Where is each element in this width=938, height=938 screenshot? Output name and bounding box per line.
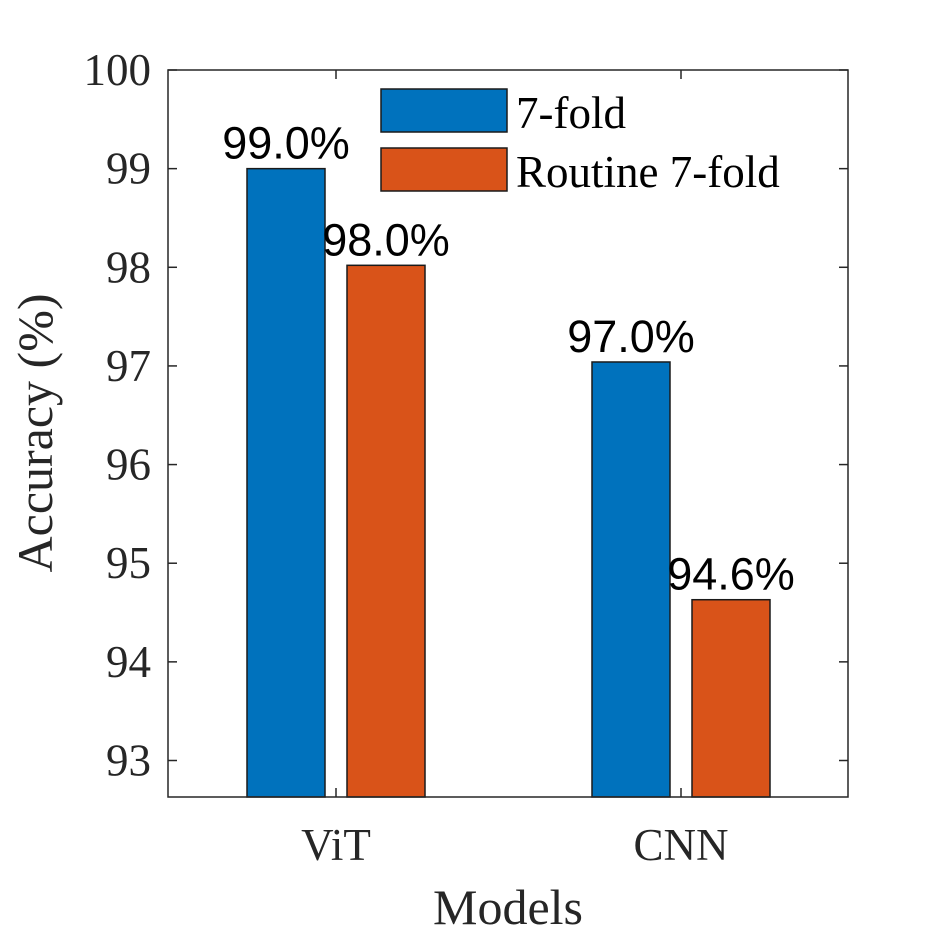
legend: 7-fold Routine 7-fold: [380, 88, 780, 197]
legend-swatch-series-2: [380, 147, 508, 192]
x-axis-title: Models: [433, 879, 583, 935]
bar-vit-series-2: [346, 264, 426, 798]
y-tick-label: 100: [84, 45, 152, 95]
value-labels-layer: 99.0% 97.0% 98.0% 94.6%: [222, 118, 795, 600]
y-tick-label: 97: [106, 341, 151, 391]
legend-label-series-1: 7-fold: [516, 88, 626, 138]
legend-label-series-2: Routine 7-fold: [516, 147, 780, 197]
bars-layer: [246, 167, 771, 798]
bar-cnn-series-2: [691, 598, 771, 798]
legend-swatch-series-1: [380, 88, 508, 133]
x-tick-label-cnn: CNN: [633, 820, 728, 870]
value-label-cnn-series-2: 94.6%: [667, 549, 795, 600]
value-label-vit-series-1: 99.0%: [222, 118, 350, 169]
plot-frame: [167, 69, 849, 798]
x-tick-label-vit: ViT: [301, 820, 371, 870]
bar-cnn-series-1: [591, 361, 671, 798]
y-tick-label: 94: [106, 637, 151, 687]
value-label-cnn-series-1: 97.0%: [567, 311, 695, 362]
y-tick-label: 99: [106, 144, 151, 194]
bar-vit-series-1: [246, 167, 326, 798]
y-tick-label: 96: [106, 440, 151, 490]
y-tick-label: 98: [106, 242, 151, 292]
value-label-vit-series-2: 98.0%: [322, 214, 450, 265]
y-axis-title: Accuracy (%): [7, 294, 63, 573]
y-tick-label: 95: [106, 538, 151, 588]
axes-layer: 93 94 95 96 97 98 99 100 ViT CNN: [84, 45, 849, 870]
y-tick-label: 93: [106, 736, 151, 786]
